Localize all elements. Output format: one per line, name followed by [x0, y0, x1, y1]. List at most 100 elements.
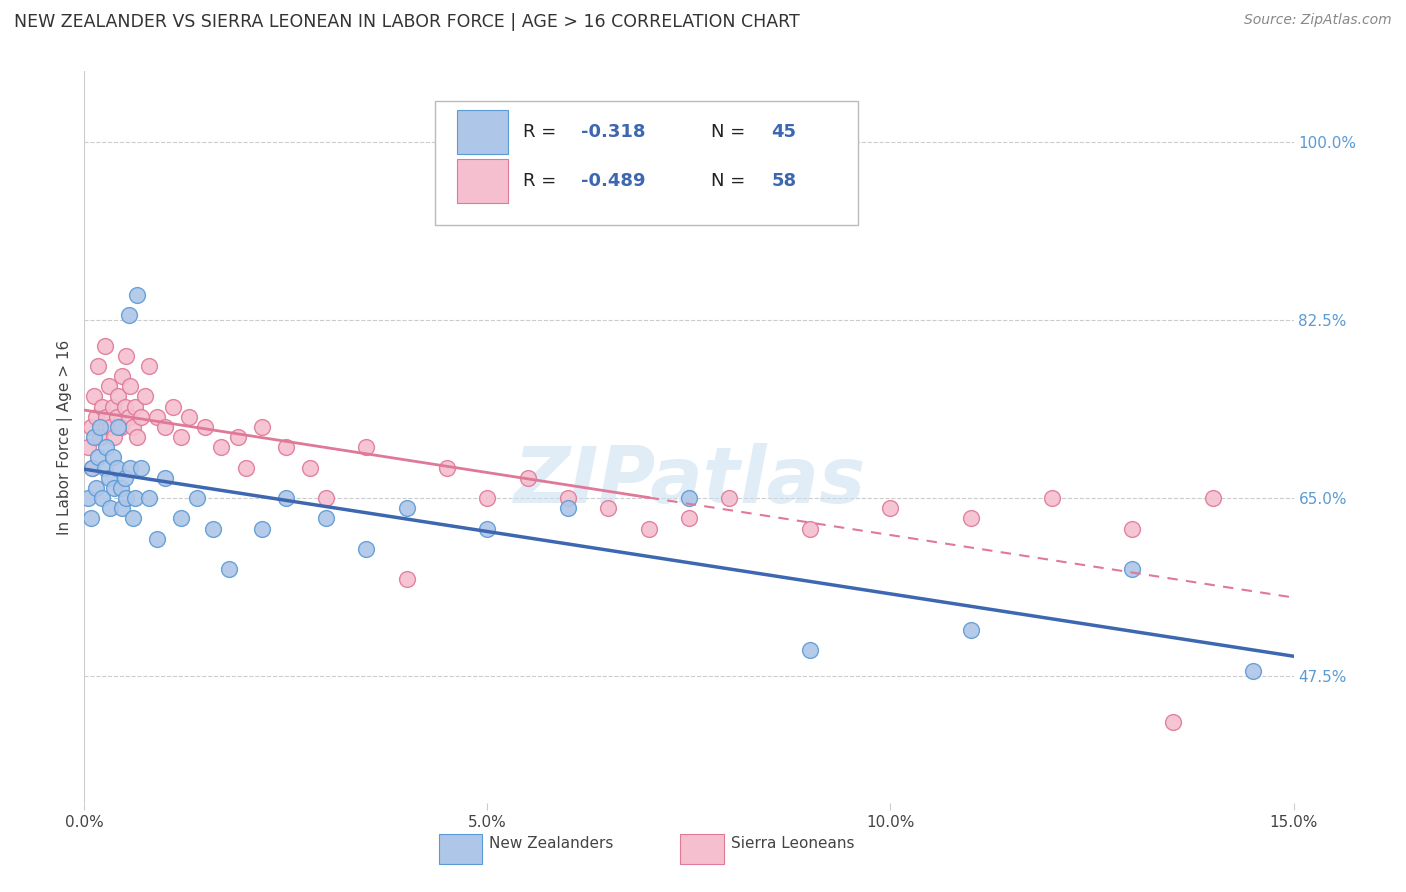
Point: [129, 460, 152, 475]
Point: [86, 409, 108, 424]
Point: [395, 572, 418, 586]
Point: [1241, 664, 1264, 678]
Point: [436, 460, 458, 475]
Text: NEW ZEALANDER VS SIERRA LEONEAN IN LABOR FORCE | AGE > 16 CORRELATION CHART: NEW ZEALANDER VS SIERRA LEONEAN IN LABOR…: [14, 13, 800, 31]
Point: [80, 511, 103, 525]
Point: [678, 511, 700, 525]
Text: N =: N =: [710, 123, 751, 141]
Point: [718, 491, 741, 505]
Point: [82, 460, 104, 475]
Point: [1040, 491, 1063, 505]
Point: [146, 532, 169, 546]
Text: N =: N =: [710, 172, 751, 190]
Point: [274, 440, 297, 454]
Point: [879, 501, 901, 516]
FancyBboxPatch shape: [457, 160, 508, 202]
Point: [125, 430, 148, 444]
Point: [120, 379, 142, 393]
Point: [101, 400, 124, 414]
Point: [186, 491, 208, 505]
Point: [94, 440, 117, 454]
Point: [93, 339, 115, 353]
Text: ZIPatlas: ZIPatlas: [513, 443, 865, 519]
Point: [107, 389, 129, 403]
Point: [91, 491, 114, 505]
Point: [138, 359, 160, 373]
Point: [516, 471, 538, 485]
Point: [110, 481, 132, 495]
Point: [637, 521, 659, 535]
Point: [299, 460, 322, 475]
Point: [678, 491, 700, 505]
Point: [124, 400, 146, 414]
Point: [598, 501, 620, 516]
Point: [153, 420, 176, 434]
Point: [274, 491, 297, 505]
Point: [114, 400, 136, 414]
Point: [77, 491, 100, 505]
Point: [226, 430, 249, 444]
Point: [103, 481, 125, 495]
Point: [799, 643, 821, 657]
FancyBboxPatch shape: [681, 833, 724, 864]
Point: [960, 511, 983, 525]
Point: [87, 450, 110, 465]
Point: [94, 409, 117, 424]
Point: [315, 491, 337, 505]
Point: [179, 409, 201, 424]
Point: [105, 460, 128, 475]
Point: [477, 521, 499, 535]
Point: [194, 420, 217, 434]
Point: [98, 420, 121, 434]
Point: [125, 288, 148, 302]
Text: 58: 58: [770, 172, 796, 190]
FancyBboxPatch shape: [434, 101, 858, 225]
FancyBboxPatch shape: [457, 111, 508, 153]
Point: [121, 420, 143, 434]
Point: [111, 501, 134, 516]
Point: [97, 379, 120, 393]
Point: [105, 409, 128, 424]
Point: [356, 440, 378, 454]
Point: [93, 460, 115, 475]
Point: [98, 501, 121, 516]
Point: [101, 450, 124, 465]
Point: [77, 440, 100, 454]
Point: [799, 521, 821, 535]
Point: [146, 409, 169, 424]
Point: [218, 562, 240, 576]
Point: [82, 460, 104, 475]
Point: [89, 430, 111, 444]
Text: -0.318: -0.318: [581, 123, 645, 141]
FancyBboxPatch shape: [439, 833, 482, 864]
Text: Sierra Leoneans: Sierra Leoneans: [731, 836, 855, 851]
Point: [557, 491, 579, 505]
Point: [111, 369, 134, 384]
Point: [124, 491, 146, 505]
Text: R =: R =: [523, 172, 562, 190]
Text: 45: 45: [770, 123, 796, 141]
Point: [129, 409, 152, 424]
Point: [110, 420, 132, 434]
Point: [91, 400, 114, 414]
Point: [1161, 714, 1184, 729]
Text: R =: R =: [523, 123, 562, 141]
Point: [162, 400, 184, 414]
Point: [114, 471, 136, 485]
Point: [83, 389, 105, 403]
Text: New Zealanders: New Zealanders: [489, 836, 614, 851]
Point: [202, 521, 225, 535]
Point: [138, 491, 160, 505]
Point: [118, 409, 141, 424]
Point: [80, 420, 103, 434]
Point: [107, 420, 129, 434]
Point: [315, 511, 337, 525]
Point: [557, 501, 579, 516]
Point: [170, 430, 193, 444]
Point: [209, 440, 232, 454]
Point: [89, 420, 111, 434]
Point: [115, 349, 138, 363]
Text: -0.489: -0.489: [581, 172, 645, 190]
Point: [235, 460, 257, 475]
Point: [153, 471, 176, 485]
